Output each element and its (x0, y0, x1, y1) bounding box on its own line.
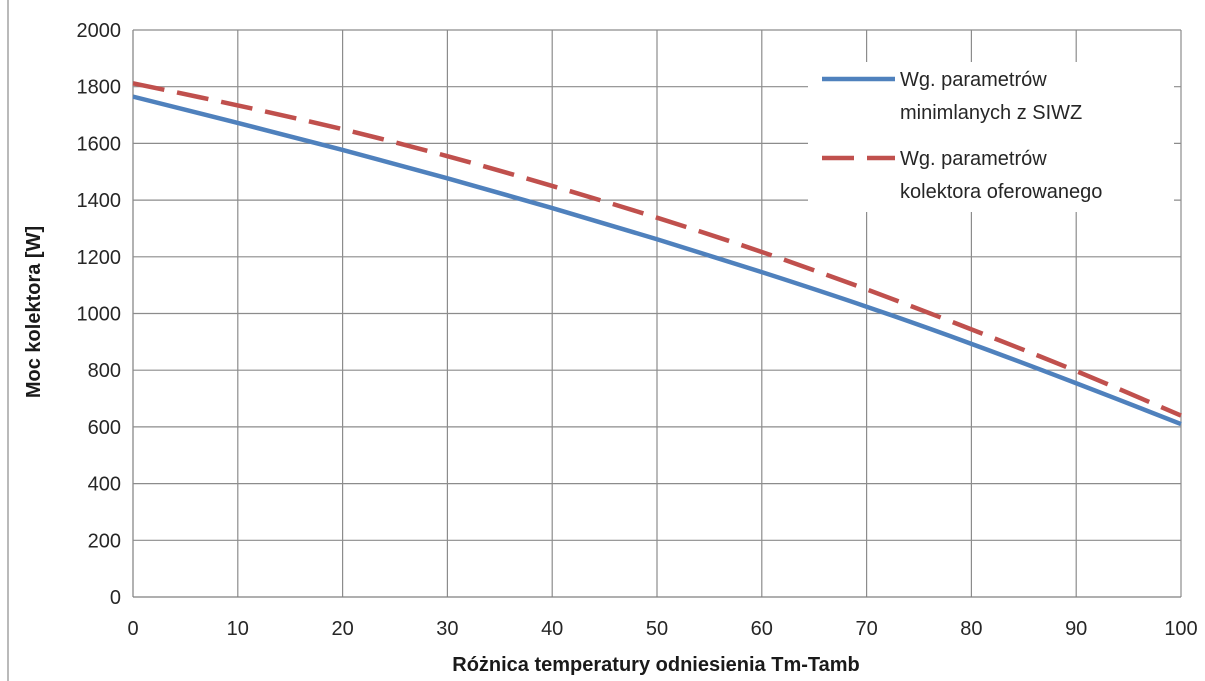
y-tick-label: 2000 (77, 20, 122, 42)
y-tick-label: 1800 (77, 77, 122, 99)
x-tick-label: 40 (541, 618, 563, 640)
x-tick-label: 60 (751, 618, 773, 640)
x-tick-label: 10 (227, 618, 249, 640)
x-tick-label: 50 (646, 618, 668, 640)
x-tick-label: 0 (127, 618, 138, 640)
x-tick-label: 20 (331, 618, 353, 640)
x-tick-label: 90 (1065, 618, 1087, 640)
legend: Wg. parametrów minimlanych z SIWZ Wg. pa… (808, 62, 1174, 212)
x-tick-label: 100 (1164, 618, 1197, 640)
x-tick-label: 30 (436, 618, 458, 640)
legend-label-series-1-line-1: Wg. parametrów (900, 69, 1047, 91)
x-axis-title: Różnica temperatury odniesienia Tm-Tamb (452, 654, 860, 676)
legend-label-series-2-line-1: Wg. parametrów (900, 148, 1047, 170)
y-tick-label: 0 (110, 587, 121, 609)
y-axis-ticks: 0 200 400 600 800 1000 1200 1400 1600 1800 2000 (77, 20, 122, 609)
legend-label-series-2-line-2: kolektora oferowanego (900, 181, 1102, 203)
legend-background (808, 62, 1174, 212)
y-tick-label: 400 (88, 474, 121, 496)
y-tick-label: 800 (88, 360, 121, 382)
x-tick-label: 70 (855, 618, 877, 640)
y-tick-label: 600 (88, 417, 121, 439)
y-axis-title: Moc kolektora [W] (23, 226, 45, 398)
y-tick-label: 200 (88, 530, 121, 552)
series-line-2 (132, 81, 1182, 418)
legend-label-series-1-line-2: minimlanych z SIWZ (900, 102, 1082, 124)
y-tick-label: 1000 (77, 304, 122, 326)
y-tick-label: 1200 (77, 247, 122, 269)
y-tick-label: 1600 (77, 133, 122, 155)
series-layer (132, 81, 1182, 427)
x-tick-label: 80 (960, 618, 982, 640)
series-line-1 (132, 94, 1182, 427)
y-tick-label: 1400 (77, 190, 122, 212)
x-axis-ticks: 0 10 20 30 40 50 60 70 80 90 100 (127, 618, 1197, 640)
